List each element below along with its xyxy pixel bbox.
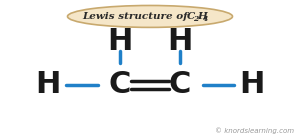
Text: 2: 2 [193,15,199,23]
Text: © knordslearning.com: © knordslearning.com [215,128,294,134]
Text: H: H [35,70,61,99]
Text: C: C [109,70,131,99]
Text: H: H [167,27,193,56]
Text: H: H [239,70,265,99]
Text: Lewis structure of: Lewis structure of [82,12,192,21]
Text: C: C [169,70,191,99]
Text: C: C [187,12,196,21]
Text: 4: 4 [203,15,209,23]
Ellipse shape [68,5,232,27]
Text: H: H [107,27,133,56]
Text: H: H [197,12,207,21]
